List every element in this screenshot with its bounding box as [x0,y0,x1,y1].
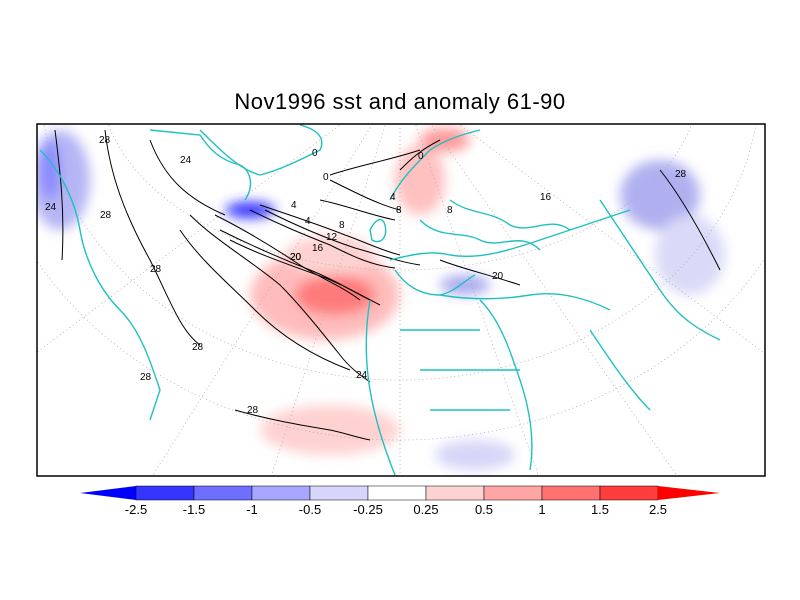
contour-label: 28 [100,210,112,221]
border-africa [400,329,520,411]
contour-label: 28 [247,405,259,416]
colorbar-arrow-low [80,486,136,500]
colorbar-segment [251,485,311,501]
coast-uk [369,218,387,243]
contour-label: 20 [492,271,504,282]
coastlines [39,124,721,476]
border-europe-1 [419,219,541,251]
colorbar-segment [367,485,427,501]
contour-label: 8 [396,205,402,216]
coast-europe [389,209,631,261]
contour-label: 28 [675,169,687,180]
colorbar-label: 0.25 [413,502,438,517]
anomaly-positive-core [295,275,375,315]
colorbar-arrow-high [658,486,720,500]
map-content: 28 24 28 28 28 24 20 24 28 0 0 4 4 8 12 … [37,124,765,476]
contour-label: 20 [290,252,302,263]
coast-greenland [199,124,323,176]
colorbar-segment [599,485,659,501]
coast-med [439,292,611,311]
coast-north-america [39,149,161,421]
coast-arabia [589,329,651,411]
contour-label: 28 [192,342,204,353]
contour-label: 0 [312,148,318,159]
colorbar-segment [425,485,485,501]
coast-scandinavia [389,129,481,201]
contour-labels: 28 24 28 28 28 24 20 24 28 0 0 4 4 8 12 … [45,135,687,416]
colorbar-label: 2.5 [649,502,667,517]
contour-label: 0 [323,172,329,183]
anomaly-positive-barents [420,128,470,152]
contour-label: 28 [99,135,111,146]
border-europe-2 [449,199,571,231]
contour-label: 8 [447,205,453,216]
colorbar-label: -1.5 [183,502,205,517]
anomaly-negative-pacific [37,130,90,230]
colorbar-label: -1 [246,502,258,517]
contour-label: 12 [326,232,338,243]
colorbar-segment [135,485,195,501]
contour-label: 28 [140,372,152,383]
contour-label: 28 [150,264,162,275]
contour-label: 4 [390,192,396,203]
colorbar-label: -2.5 [125,502,147,517]
colorbar-segment [483,485,543,501]
map-title: Nov1996 sst and anomaly 61-90 [234,89,566,114]
contour-label: 20 [290,252,302,263]
contour-label: 24 [45,202,57,213]
anomaly-negative-japan [655,215,725,295]
contour-label: 8 [339,220,345,231]
contour-label: 16 [312,243,324,254]
graticule [37,124,765,476]
coast-africa [365,299,533,476]
colorbar-label: -0.25 [353,502,383,517]
coast-canada [149,129,252,201]
colorbar-label: 1.5 [591,502,609,517]
sst-contours [54,129,721,441]
contour-label: 4 [291,200,297,211]
map-frame [36,123,766,477]
anomaly-negative-asia [620,160,700,230]
contour-label: 0 [418,151,424,162]
coast-asia [599,199,721,341]
contour-label: 24 [180,155,192,166]
colorbar-segment [193,485,253,501]
colorbar-label: -0.5 [299,502,321,517]
colorbar-label: 0.5 [475,502,493,517]
colorbar: -2.5 -1.5 -1 -0.5 -0.25 0.25 0.5 1 1.5 2.5 [80,485,720,517]
contour-label: 16 [540,192,552,203]
colorbar-label: 1 [538,502,545,517]
anomaly-negative-africa [435,440,515,470]
colorbar-segment [541,485,601,501]
anomaly-positive-north [285,235,375,275]
contour-label: 24 [356,370,368,381]
contour-label: 4 [305,216,311,227]
colorbar-segment [309,485,369,501]
